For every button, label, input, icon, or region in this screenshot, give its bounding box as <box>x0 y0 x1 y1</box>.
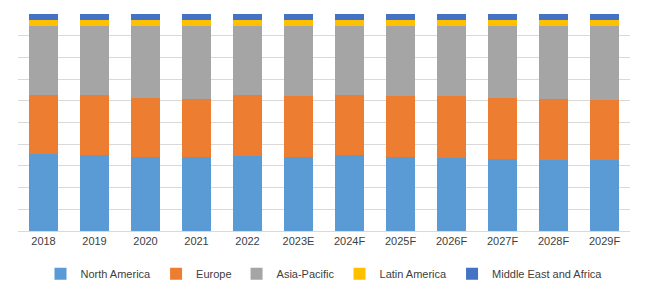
svg-text:2024F: 2024F <box>334 235 365 247</box>
svg-text:2028F: 2028F <box>538 235 569 247</box>
svg-text:2021: 2021 <box>184 235 208 247</box>
svg-text:Latin America: Latin America <box>380 268 448 280</box>
svg-text:2022: 2022 <box>235 235 259 247</box>
svg-text:2019: 2019 <box>82 235 106 247</box>
svg-text:2020: 2020 <box>133 235 157 247</box>
svg-text:2023E: 2023E <box>283 235 315 247</box>
svg-text:2025F: 2025F <box>385 235 416 247</box>
svg-text:2026F: 2026F <box>436 235 467 247</box>
svg-text:2029F: 2029F <box>589 235 620 247</box>
svg-text:2027F: 2027F <box>487 235 518 247</box>
svg-text:Asia-Pacific: Asia-Pacific <box>277 268 335 280</box>
svg-text:2018: 2018 <box>31 235 55 247</box>
svg-text:North America: North America <box>81 268 152 280</box>
svg-text:Middle East and Africa: Middle East and Africa <box>492 268 602 280</box>
svg-text:Europe: Europe <box>196 268 231 280</box>
